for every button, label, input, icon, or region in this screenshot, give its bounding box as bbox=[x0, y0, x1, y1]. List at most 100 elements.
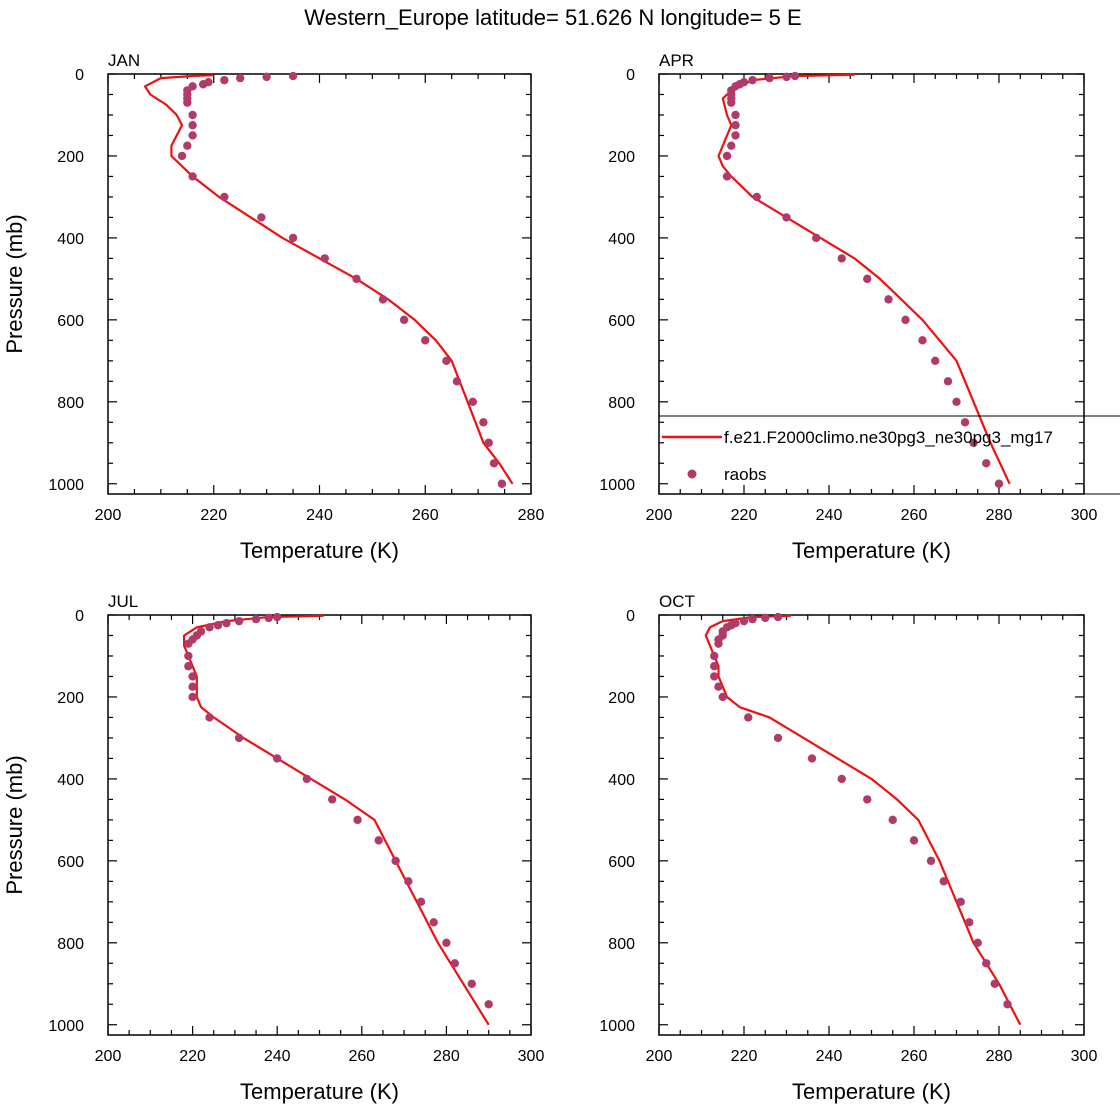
plot-frame bbox=[107, 614, 532, 1036]
x-tick-label: 260 bbox=[901, 507, 928, 524]
legend: f.e21.F2000climo.ne30pg3_ne30pg3_mg17 ra… bbox=[659, 415, 1120, 495]
raobs-point bbox=[710, 651, 719, 661]
raobs-point bbox=[722, 172, 732, 181]
raobs-point bbox=[727, 141, 736, 150]
raobs-point bbox=[807, 754, 817, 763]
raobs-point bbox=[264, 613, 273, 623]
raobs-point bbox=[727, 98, 736, 107]
raobs-point bbox=[982, 959, 991, 968]
raobs-point bbox=[467, 979, 476, 988]
raobs-point bbox=[188, 131, 197, 140]
raobs-point bbox=[812, 233, 821, 243]
y-tick-label: 1000 bbox=[48, 1018, 84, 1035]
raobs-point bbox=[965, 918, 974, 927]
raobs-point bbox=[739, 616, 749, 626]
panel-label: OCT bbox=[659, 592, 695, 611]
raobs-point bbox=[939, 877, 948, 886]
raobs-point bbox=[320, 254, 329, 263]
raobs-point bbox=[1003, 1000, 1012, 1009]
panels: JAN 200 220 240 260 280 0 200 400 600 800 1000 Tempe… bbox=[2, 51, 1097, 1104]
y-tick-label: 400 bbox=[57, 231, 84, 248]
raobs-point bbox=[327, 795, 337, 804]
y-tick-label: 200 bbox=[608, 149, 635, 166]
y-tick-label: 200 bbox=[57, 149, 84, 166]
raobs-point bbox=[731, 110, 740, 120]
x-tick-label: 240 bbox=[816, 1048, 843, 1065]
raobs-point bbox=[782, 213, 791, 222]
raobs-point bbox=[184, 662, 193, 671]
raobs-point bbox=[251, 614, 261, 624]
raobs-point bbox=[450, 959, 460, 968]
raobs-point bbox=[969, 438, 978, 447]
y-tick-label: 400 bbox=[57, 772, 84, 789]
y-tick-label: 800 bbox=[608, 395, 635, 412]
y-tick-label: 0 bbox=[626, 67, 635, 84]
raobs-point bbox=[416, 897, 426, 907]
x-tick-label: 300 bbox=[1071, 507, 1098, 524]
plot-frame bbox=[107, 73, 532, 495]
raobs-point bbox=[404, 877, 413, 886]
y-tick-label: 600 bbox=[608, 313, 635, 330]
raobs-point bbox=[484, 1000, 493, 1009]
x-tick-label: 200 bbox=[646, 1048, 673, 1065]
y-tick-label: 800 bbox=[57, 936, 84, 953]
raobs-point bbox=[188, 672, 197, 681]
x-tick-label: 280 bbox=[986, 1048, 1013, 1065]
raobs-point bbox=[235, 73, 245, 83]
model-profile-line bbox=[717, 73, 1011, 485]
raobs-point bbox=[718, 692, 727, 702]
x-tick-label: 240 bbox=[306, 507, 333, 524]
raobs-point bbox=[442, 938, 451, 948]
raobs-point bbox=[177, 151, 187, 161]
x-tick-label: 220 bbox=[731, 1048, 758, 1065]
x-tick-label: 200 bbox=[646, 507, 673, 524]
raobs-point bbox=[183, 98, 192, 107]
raobs-point bbox=[257, 213, 266, 222]
raobs-point bbox=[744, 713, 753, 722]
raobs-point bbox=[479, 418, 488, 427]
raobs-point bbox=[722, 151, 732, 161]
raobs-point bbox=[960, 418, 970, 427]
y-tick-label: 400 bbox=[608, 772, 635, 789]
raobs-point bbox=[220, 75, 229, 85]
raobs-point bbox=[262, 72, 271, 82]
x-tick-label: 260 bbox=[412, 507, 439, 524]
x-tick-label: 220 bbox=[731, 507, 758, 524]
y-tick-label: 200 bbox=[57, 690, 84, 707]
raobs-point bbox=[901, 315, 910, 325]
raobs-point bbox=[710, 662, 719, 671]
raobs-point bbox=[220, 192, 229, 202]
x-tick-label: 240 bbox=[816, 507, 843, 524]
x-tick-label: 220 bbox=[179, 1048, 206, 1065]
raobs-point bbox=[782, 72, 791, 82]
model-profile-line bbox=[704, 614, 1022, 1026]
y-tick-label: 1000 bbox=[599, 1018, 635, 1035]
y-tick-label: 600 bbox=[57, 854, 84, 871]
y-axis-title: Pressure (mb) bbox=[2, 755, 27, 894]
raobs-point bbox=[790, 71, 800, 81]
raobs-point bbox=[497, 479, 507, 488]
raobs-point bbox=[452, 377, 462, 386]
y-tick-label: 400 bbox=[608, 231, 635, 248]
raobs-point bbox=[773, 612, 783, 622]
raobs-point bbox=[302, 774, 312, 784]
raobs-point bbox=[748, 75, 757, 85]
model-profile-line bbox=[183, 614, 490, 1026]
raobs-point bbox=[374, 836, 383, 845]
raobs-point bbox=[188, 692, 197, 702]
x-tick-label: 240 bbox=[264, 1048, 291, 1065]
raobs-point bbox=[442, 356, 451, 366]
raobs-point bbox=[188, 172, 197, 181]
figure-title: Western_Europe latitude= 51.626 N longit… bbox=[304, 5, 801, 30]
panel-jan: JAN 200 220 240 260 280 0 200 400 600 800 1000 Tempe… bbox=[2, 51, 544, 563]
y-tick-label: 800 bbox=[608, 936, 635, 953]
raobs-point bbox=[731, 131, 740, 140]
raobs-point bbox=[973, 938, 982, 948]
x-axis-title: Temperature (K) bbox=[792, 538, 951, 563]
raobs-point bbox=[188, 110, 197, 120]
raobs-point bbox=[353, 815, 362, 825]
raobs-point bbox=[205, 623, 214, 632]
plot-frame bbox=[658, 614, 1085, 1036]
model-profile-line bbox=[143, 74, 514, 485]
raobs-point bbox=[863, 795, 872, 804]
